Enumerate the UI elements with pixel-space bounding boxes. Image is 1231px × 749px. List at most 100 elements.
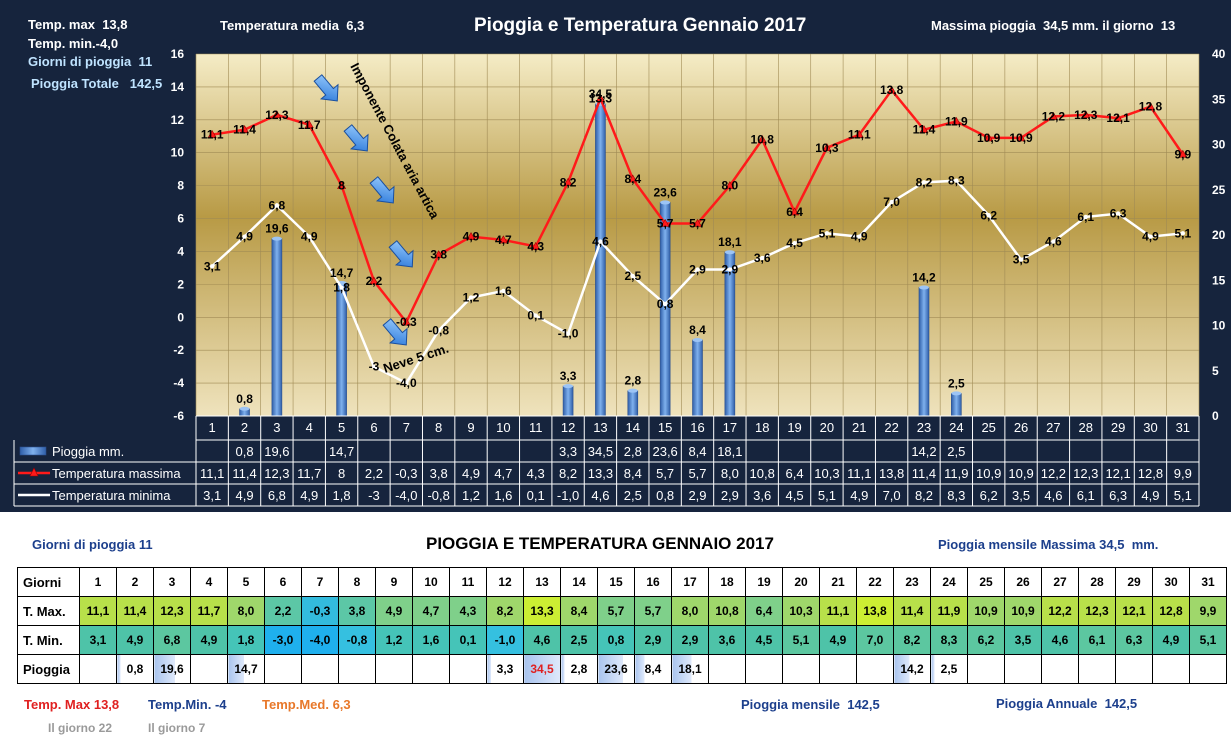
- tmin-cell: 6,2: [967, 625, 1005, 655]
- summary-panel: Giorni di pioggia 11 PIOGGIA E TEMPERATU…: [0, 512, 1231, 749]
- tmin-data-label: 4,9: [851, 230, 868, 244]
- tmin-data-label: 4,9: [1142, 230, 1159, 244]
- tmax-data-label: 12,3: [265, 108, 289, 122]
- tmin-data-label: 3,5: [1013, 253, 1030, 267]
- tmin-cell: 0,8: [597, 625, 635, 655]
- footer-monthly-label: Pioggia mensile: [741, 697, 840, 712]
- tmin-marker: [468, 295, 474, 300]
- day-tick-label: 13: [593, 420, 607, 435]
- day-cell: 1: [79, 567, 117, 597]
- tmin-marker: [921, 180, 927, 185]
- rain-bar-top: [271, 236, 282, 241]
- tmax-data-label: 10,9: [977, 131, 1001, 145]
- table-cell-value: 12,3: [264, 466, 289, 481]
- legend-entry: Temperatura minima: [52, 488, 171, 503]
- summary-monthly-max-label: Pioggia mensile Massima: [938, 537, 1096, 552]
- tmax-data-label: 9,9: [1174, 147, 1191, 161]
- rain-total-label: Pioggia Totale: [31, 76, 119, 91]
- tmin-cell: 4,9: [819, 625, 857, 655]
- tmax-marker: [822, 143, 832, 152]
- tmin-cell: 0,1: [449, 625, 487, 655]
- table-cell-value: 10,9: [976, 466, 1001, 481]
- rain-bar-top: [627, 388, 638, 393]
- table-cell-value: 4,7: [494, 466, 512, 481]
- tmin-cell: 8,3: [930, 625, 968, 655]
- temp-avg-label: Temperatura media: [220, 18, 339, 33]
- tmax-data-label: 4,3: [527, 240, 544, 254]
- left-tick-label: 12: [171, 113, 185, 127]
- rain-total-header: Pioggia Totale 142,5: [31, 76, 162, 91]
- table-cell-value: 13,3: [588, 466, 613, 481]
- temp-min-value: -4,0: [95, 36, 119, 51]
- rain-bar-label: 14,7: [330, 266, 354, 280]
- day-tick-label: 10: [496, 420, 510, 435]
- tmax-marker: [337, 181, 347, 189]
- tmin-cell: 3,5: [1004, 625, 1042, 655]
- right-tick-label: 20: [1212, 228, 1226, 242]
- tmin-marker: [274, 203, 280, 208]
- table-cell-value: 8,2: [915, 488, 933, 503]
- table-cell-value: -3: [368, 488, 380, 503]
- tmin-data-label: 2,5: [624, 269, 641, 283]
- rain-bar-label: 19,6: [265, 222, 289, 236]
- cold-wave-arrow-icon: [343, 124, 369, 152]
- table-cell-value: 4,9: [850, 488, 868, 503]
- rain-cell: [708, 654, 746, 684]
- table-cell-value: 1,8: [333, 488, 351, 503]
- day-tick-label: 8: [435, 420, 442, 435]
- tmin-cell: -0,8: [338, 625, 376, 655]
- tmax-cell: 8,4: [560, 596, 598, 626]
- tmax-cell: 11,1: [819, 596, 857, 626]
- day-cell: 18: [708, 567, 746, 597]
- tmax-marker: [466, 232, 476, 240]
- tmax-data-label: 10,3: [815, 141, 839, 155]
- rain-bar-top: [660, 200, 671, 205]
- summary-title: PIOGGIA E TEMPERATURA GENNAIO 2017: [426, 534, 774, 553]
- day-cell: 16: [634, 567, 672, 597]
- table-cell-value: 2,9: [721, 488, 739, 503]
- tmax-marker: [919, 125, 929, 133]
- summary-rain-days-label: Giorni di pioggia: [32, 537, 136, 552]
- tmax-data-label: 5,7: [657, 216, 674, 230]
- rain-bars: [239, 101, 962, 417]
- table-cell-value: 6,4: [786, 466, 804, 481]
- legend-tmax-marker: [29, 467, 39, 477]
- tmax-data-label: 8,0: [722, 179, 739, 193]
- table-cell-value: 4,9: [462, 466, 480, 481]
- footer-tmin: Temp.Min. -4: [148, 697, 227, 712]
- tmin-marker: [307, 234, 312, 239]
- tmax-cell: 12,3: [153, 596, 191, 626]
- tmin-data-label: 6,2: [980, 208, 997, 222]
- rain-bar-top: [563, 384, 574, 389]
- tmin-marker: [889, 199, 894, 205]
- rain-bar: [951, 393, 962, 417]
- tmax-cell: 3,8: [338, 596, 376, 626]
- rain-cell: [1078, 654, 1116, 684]
- rain-cell: [819, 654, 857, 684]
- cold-wave-arrow-icon: [369, 176, 395, 204]
- legend-rain-swatch: [19, 446, 47, 456]
- tmax-marker: [1178, 149, 1188, 158]
- tmax-marker: [854, 130, 864, 138]
- table-cell-value: 6,1: [1077, 488, 1095, 503]
- rain-bar-label: 3,3: [560, 369, 577, 383]
- tmax-marker: [984, 133, 994, 142]
- tmin-data-label: 8,3: [948, 174, 965, 188]
- footer-tmax: Temp. Max 13,8: [24, 697, 119, 712]
- table-cell-value: 10,3: [814, 466, 839, 481]
- tmin-cell: 3,6: [708, 625, 746, 655]
- day-cell: 10: [412, 567, 450, 597]
- day-cell: 14: [560, 567, 598, 597]
- footer-monthly-value: 142,5: [847, 697, 880, 712]
- table-cell-value: 0,8: [235, 444, 253, 459]
- table-cell-value: 12,1: [1105, 466, 1130, 481]
- table-cell-value: 10,9: [1008, 466, 1033, 481]
- summary-monthly-max: Pioggia mensile Massima 34,5 mm.: [938, 537, 1158, 552]
- rain-cell: 2,5: [930, 654, 968, 684]
- right-tick-label: 25: [1212, 183, 1226, 197]
- table-cell-value: 8,2: [559, 466, 577, 481]
- day-cell: 22: [856, 567, 894, 597]
- tmin-cell: 8,2: [893, 625, 931, 655]
- tmin-marker: [404, 380, 409, 386]
- legend-entry: Temperatura massima: [52, 466, 181, 481]
